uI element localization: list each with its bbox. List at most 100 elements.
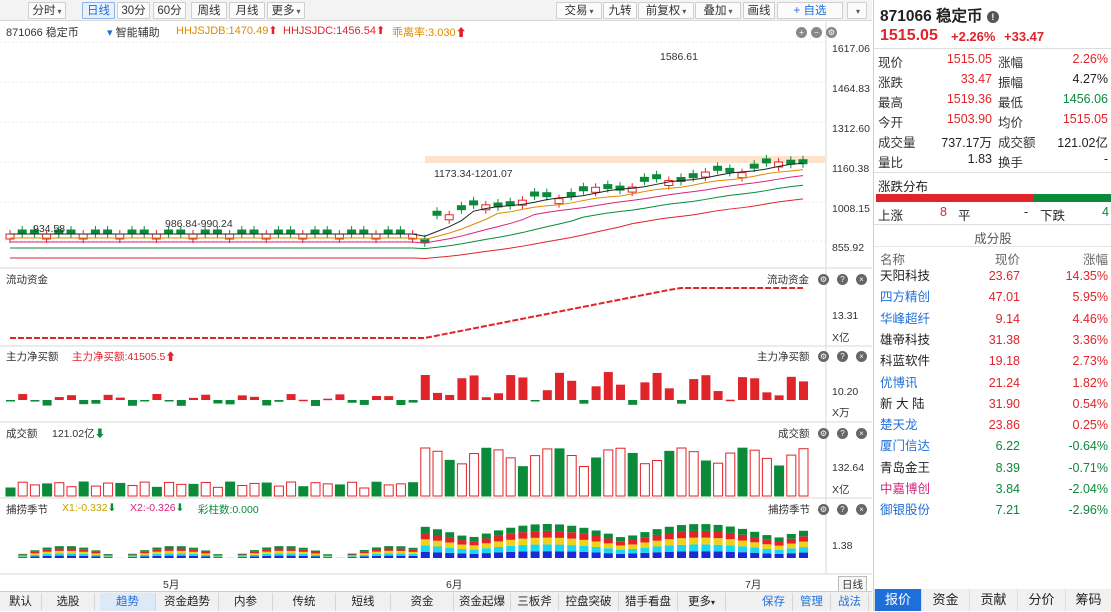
panel-close-icon[interactable]: × xyxy=(856,351,867,362)
template-qibao[interactable]: 资金起爆 xyxy=(454,593,511,611)
strategy-button[interactable]: 战法 xyxy=(831,593,869,611)
adjust-button[interactable]: 前复权▾ xyxy=(638,2,694,19)
volume-bar xyxy=(104,483,113,496)
template-traditional[interactable]: 传统 xyxy=(273,593,336,611)
panel-settings-icon[interactable]: ⚙ xyxy=(818,351,829,362)
season-bar xyxy=(701,538,710,545)
period-weekly-button[interactable]: 周线 xyxy=(191,2,227,19)
component-pct: -2.04% xyxy=(1044,479,1108,500)
template-sanbanfu[interactable]: 三板斧 xyxy=(511,593,559,611)
smart-assist-toggle[interactable]: ▾ 智能辅助 xyxy=(107,24,160,40)
template-xuangu[interactable]: 选股 xyxy=(42,593,95,611)
template-fund[interactable]: 资金 xyxy=(391,593,454,611)
period-daily-button[interactable]: 日线 xyxy=(82,2,115,19)
candle-body xyxy=(567,192,575,196)
season-bar xyxy=(653,546,662,552)
period-monthly-button[interactable]: 月线 xyxy=(229,2,265,19)
zoom-in-icon[interactable]: + xyxy=(796,27,807,38)
season-bar xyxy=(55,546,64,548)
chart-toolbar: 分时▾ 日线 30分 60分 周线 月线 更多▾ 交易▾ 九转 前复权▾ 叠加▾… xyxy=(0,0,872,21)
season-bar xyxy=(640,542,649,547)
panel-settings-icon[interactable]: ⚙ xyxy=(818,274,829,285)
season-bar xyxy=(79,548,88,550)
season-bar xyxy=(726,533,735,539)
season-bar xyxy=(518,539,527,545)
season-bar xyxy=(750,532,759,537)
volume-bar xyxy=(128,485,137,496)
component-pct: 14.35% xyxy=(1044,266,1108,287)
season-bar xyxy=(348,554,357,555)
draw-line-button[interactable]: 画线 xyxy=(743,2,775,19)
panel-help-icon[interactable]: ? xyxy=(837,351,848,362)
template-more[interactable]: 更多▾ xyxy=(678,593,726,611)
period-30min-button[interactable]: 30分 xyxy=(117,2,150,19)
divider xyxy=(874,246,1111,247)
season-bar xyxy=(43,556,52,558)
template-kongpan[interactable]: 控盘突破 xyxy=(559,593,619,611)
season-bar xyxy=(567,552,576,558)
component-pct: 0.25% xyxy=(1044,415,1108,436)
template-lieshou[interactable]: 猎手看盘 xyxy=(619,593,678,611)
manage-button[interactable]: 管理 xyxy=(793,593,831,611)
save-button[interactable]: 保存 xyxy=(755,593,793,611)
tab-fund[interactable]: 资金 xyxy=(921,589,969,611)
season-bar xyxy=(409,550,418,552)
trade-button[interactable]: 交易▾ xyxy=(556,2,602,19)
component-name: 中嘉博创 xyxy=(880,479,930,500)
tab-quote[interactable]: 报价 xyxy=(874,589,921,611)
panel-help-icon[interactable]: ? xyxy=(837,274,848,285)
panel-settings-icon[interactable]: ⚙ xyxy=(818,504,829,515)
volume-bar xyxy=(177,484,186,496)
zoom-out-icon[interactable]: − xyxy=(811,27,822,38)
period-fenshi-button[interactable]: 分时▾ xyxy=(28,2,66,19)
volume-bar xyxy=(274,486,283,496)
panel-close-icon[interactable]: × xyxy=(856,274,867,285)
panel-settings-icon[interactable]: ⚙ xyxy=(818,428,829,439)
jiuzhuan-button[interactable]: 九转 xyxy=(603,2,637,19)
chevron-down-icon: ▾ xyxy=(682,7,686,16)
panel-help-icon[interactable]: ? xyxy=(837,504,848,515)
settings-icon[interactable]: ⚙ xyxy=(826,27,837,38)
zhuli-bar xyxy=(579,400,588,404)
more-label: 更多 xyxy=(688,596,711,608)
info-icon[interactable]: ! xyxy=(987,11,999,23)
season-bar xyxy=(421,533,430,539)
template-neican[interactable]: 内参 xyxy=(219,593,273,611)
panel-help-icon[interactable]: ? xyxy=(837,428,848,439)
panel-close-icon[interactable]: × xyxy=(856,504,867,515)
add-watchlist-button[interactable]: + 自选 xyxy=(777,2,843,19)
candle-body xyxy=(726,168,734,172)
season-bar xyxy=(445,543,454,548)
up-count: 8 xyxy=(940,205,947,219)
tab-contribution[interactable]: 贡献 xyxy=(969,589,1017,611)
season-bar xyxy=(30,550,39,552)
template-default[interactable]: 默认 xyxy=(0,593,42,611)
chengjiao-right-title: 成交额 xyxy=(778,426,810,441)
watchlist-dropdown-button[interactable]: ▾ xyxy=(847,2,867,19)
overlay-button[interactable]: 叠加▾ xyxy=(695,2,741,19)
tab-price-dist[interactable]: 分价 xyxy=(1017,589,1065,611)
season-bar xyxy=(689,538,698,545)
candle-body xyxy=(457,206,465,210)
template-short[interactable]: 短线 xyxy=(336,593,391,611)
period-60min-button[interactable]: 60分 xyxy=(153,2,186,19)
stat-value: 1503.90 xyxy=(914,112,992,126)
template-trend[interactable]: 趋势 xyxy=(100,593,156,611)
panel-close-icon[interactable]: × xyxy=(856,428,867,439)
more-period-button[interactable]: 更多▾ xyxy=(267,2,305,19)
season-bar xyxy=(396,551,405,553)
tab-chips[interactable]: 筹码 xyxy=(1065,589,1111,611)
template-fund-trend[interactable]: 资金趋势 xyxy=(156,593,219,611)
